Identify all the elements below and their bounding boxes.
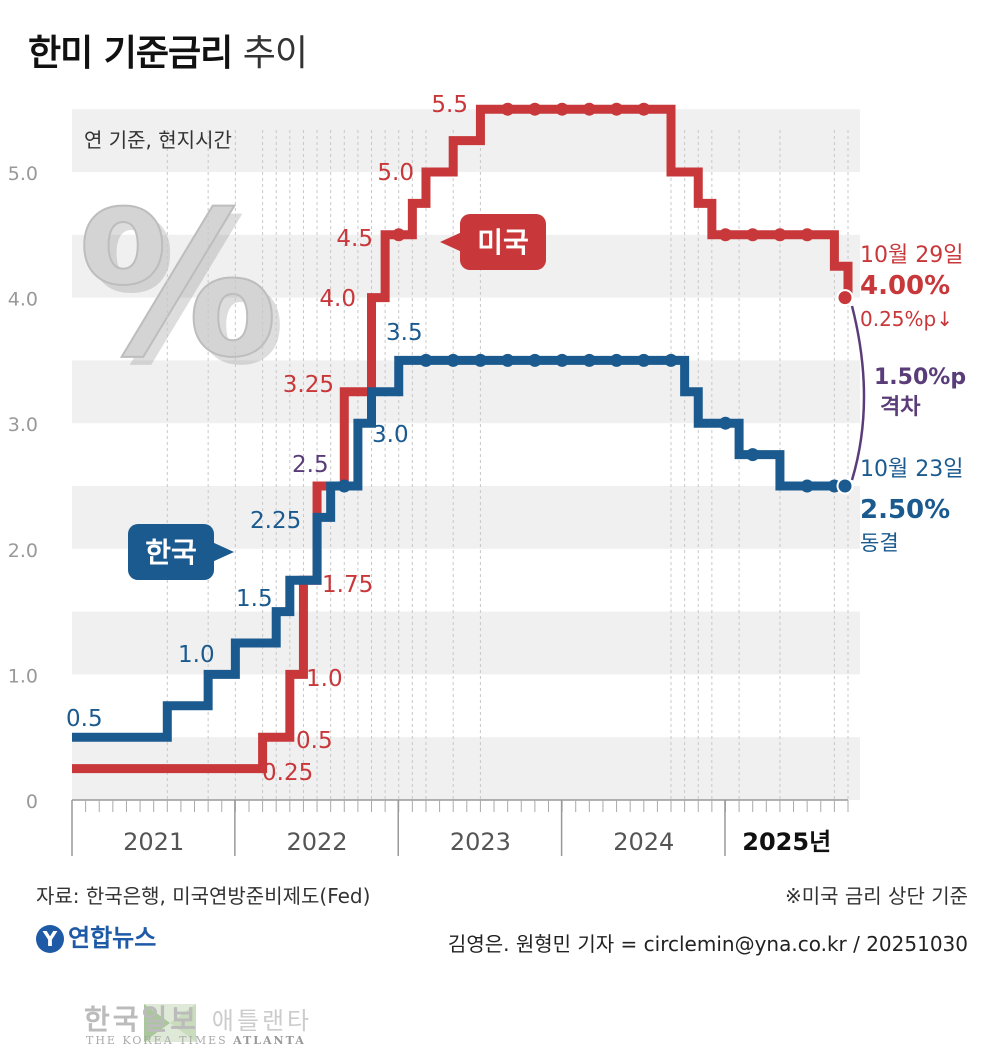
us-end-dot <box>836 289 854 307</box>
us-hold-dot <box>392 228 406 242</box>
x-year-label: 2021 <box>123 828 184 856</box>
watermark-sub-b: ATLANTA <box>233 1034 306 1047</box>
us-hold-dot <box>501 102 515 116</box>
y-tick-label: 3.0 <box>8 414 38 436</box>
kr-value-label: 1.5 <box>236 586 273 612</box>
us-value-label: 1.0 <box>306 666 343 692</box>
us-tag-label: 미국 <box>477 226 529 259</box>
us-value-label: 4.0 <box>319 286 356 312</box>
us-hold-dot <box>800 228 814 242</box>
kr-value-label: 3.5 <box>386 320 423 346</box>
us-value-label: 0.25 <box>262 760 313 786</box>
us-tag-pointer <box>440 232 462 252</box>
title-bold: 한미 기준금리 <box>28 33 233 74</box>
kr-value-label: 0.5 <box>66 706 103 732</box>
us-hold-dot <box>718 228 732 242</box>
us-value-label: 3.25 <box>283 372 334 398</box>
kr-hold-dot <box>555 353 569 367</box>
watermark-sub: THE KOREA TIMES ATLANTA <box>86 1034 306 1047</box>
kr-value-label: 3.0 <box>372 422 409 448</box>
kr-hold-dot <box>501 353 515 367</box>
kr-hold-dot <box>446 353 460 367</box>
kr-hold-dot <box>800 479 814 493</box>
us-annot-date: 10월 29일 <box>860 243 963 268</box>
gap-bracket <box>850 305 866 481</box>
us-value-label: 0.5 <box>296 728 333 754</box>
yna-icon: Y <box>36 925 64 953</box>
korea-times-logo-icon <box>144 1004 196 1042</box>
us-hold-dot <box>582 102 596 116</box>
x-year-label: 2023 <box>450 828 511 856</box>
agency-name: 연합뉴스 <box>68 924 157 952</box>
x-year-label: 2024 <box>613 828 674 856</box>
us-value-label: 2.5 <box>292 452 329 478</box>
page-title: 한미 기준금리 추이 <box>28 24 308 76</box>
us-hold-dot <box>528 102 542 116</box>
kr-hold-dot <box>610 353 624 367</box>
kr-annot-date: 10월 23일 <box>860 457 963 482</box>
us-hold-dot <box>637 102 651 116</box>
kr-hold-dot <box>473 353 487 367</box>
kr-tag-label: 한국 <box>145 536 197 569</box>
y-tick-label: 0 <box>26 791 38 813</box>
source-note: 자료: 한국은행, 미국연방준비제도(Fed) <box>36 884 371 908</box>
y-tick-label: 4.0 <box>8 289 38 311</box>
gap-label: 격차 <box>880 395 921 420</box>
kr-hold-dot <box>718 416 732 430</box>
us-value-label: 4.5 <box>336 226 373 252</box>
unit-note: 연 기준, 현지시간 <box>84 128 232 152</box>
y-tick-label: 2.0 <box>8 540 38 562</box>
watermark-sub-a: THE KOREA TIMES <box>86 1034 228 1047</box>
us-value-label: 5.5 <box>431 92 468 118</box>
us-hold-dot <box>610 102 624 116</box>
basis-note: ※미국 금리 상단 기준 <box>784 884 968 908</box>
watermark-city: 애틀랜타 <box>211 1007 313 1035</box>
y-tick-label: 5.0 <box>8 163 38 185</box>
credit-line: 김영은. 원형민 기자 = circlemin@yna.co.kr / 2025… <box>447 932 968 956</box>
kr-hold-dot <box>419 353 433 367</box>
kr-hold-dot <box>582 353 596 367</box>
kr-tag-pointer <box>212 542 234 562</box>
us-annot-value: 4.00% <box>860 271 950 301</box>
us-value-label: 5.0 <box>377 160 414 186</box>
x-year-label: 2025년 <box>742 828 831 856</box>
gap-value: 1.50%p <box>874 365 966 390</box>
title-light: 추이 <box>242 33 308 74</box>
kr-hold-dot <box>528 353 542 367</box>
percent-shadow: % <box>86 177 286 410</box>
y-tick-label: 1.0 <box>8 665 38 687</box>
kr-tag-box <box>128 524 214 580</box>
kr-value-label: 2.25 <box>250 508 301 534</box>
us-hold-dot <box>773 228 787 242</box>
watermark-name: 한국일보 애틀랜타 <box>84 998 312 1038</box>
percent-emblem: % <box>78 169 278 402</box>
us-hold-dot <box>746 228 760 242</box>
kr-value-label: 1.0 <box>178 642 215 668</box>
kr-end-dot <box>836 477 854 495</box>
grid-band <box>72 611 860 675</box>
kr-hold-dot <box>337 479 351 493</box>
us-value-label: 1.75 <box>322 572 373 598</box>
us-annot-change: 0.25%p↓ <box>860 307 953 331</box>
x-year-label: 2022 <box>287 828 348 856</box>
kr-hold-dot <box>637 353 651 367</box>
agency-logo: Y 연합뉴스 <box>36 918 156 953</box>
kr-annot-change: 동결 <box>860 531 899 555</box>
series-us-line <box>72 104 853 774</box>
kr-hold-dot <box>746 448 760 462</box>
us-tag-box <box>460 214 546 270</box>
watermark-paper: 한국일보 <box>84 1003 200 1036</box>
us-hold-dot <box>555 102 569 116</box>
kr-annot-value: 2.50% <box>860 495 950 525</box>
grid-band <box>72 360 860 424</box>
kr-hold-dot <box>664 353 678 367</box>
